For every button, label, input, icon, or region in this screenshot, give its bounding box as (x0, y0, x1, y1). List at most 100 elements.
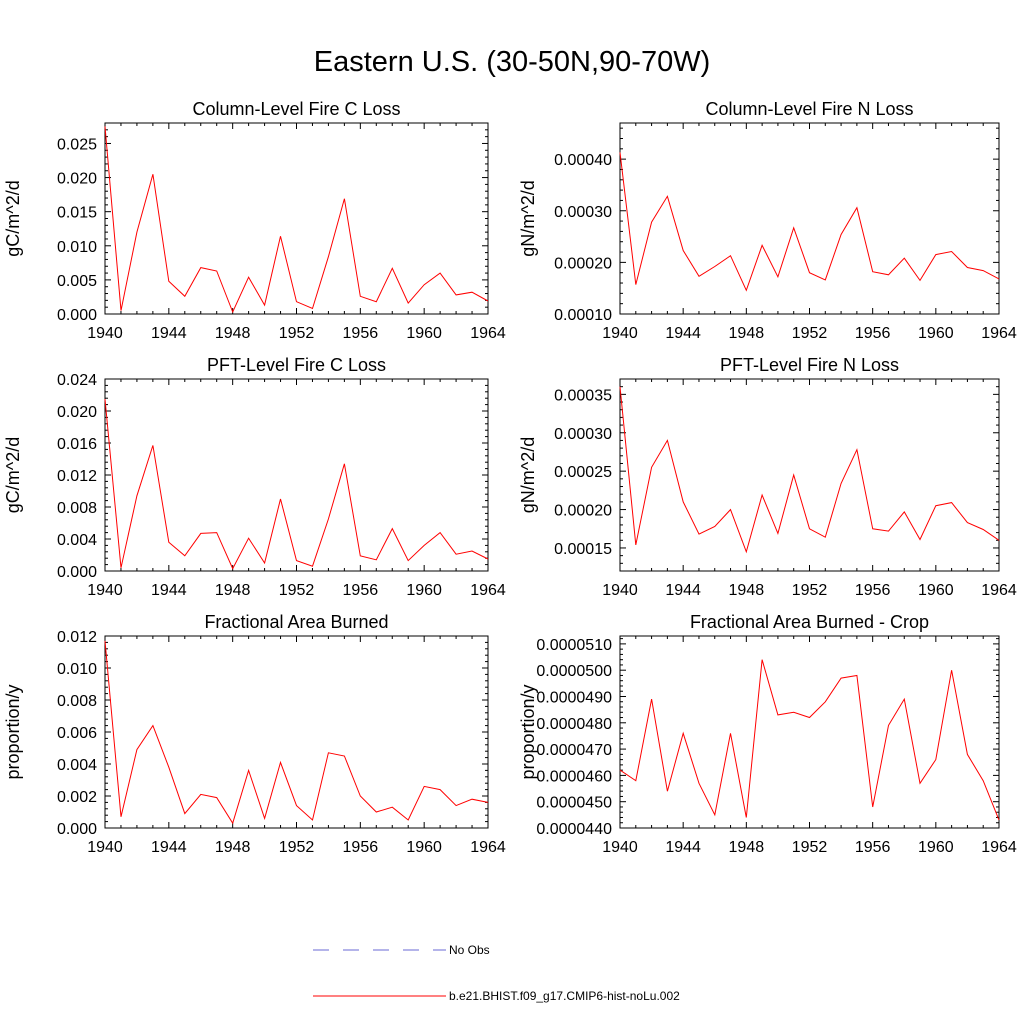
y-tick-label: 0.0000450 (536, 795, 612, 812)
y-tick-label: 0.00030 (554, 204, 612, 221)
x-tick-label: 1944 (665, 839, 701, 856)
y-tick-label: 0.012 (57, 468, 97, 485)
x-tick-label: 1948 (215, 839, 251, 856)
chart-panel-5: Fractional Area Burned proportion/y 1940 19… (3, 612, 506, 856)
x-tick-label: 1956 (343, 582, 379, 599)
series-line (104, 398, 489, 570)
y-tick-label: 0.000 (57, 821, 97, 838)
y-tick-label: 0.00035 (554, 387, 612, 404)
panel-title: PFT-Level Fire N Loss (720, 355, 899, 375)
x-tick-label: 1948 (215, 582, 251, 599)
y-tick-label: 0.015 (57, 205, 97, 222)
y-tick-label: 0.005 (57, 273, 97, 290)
y-tick-label: 0.00020 (554, 503, 612, 520)
x-tick-label: 1960 (406, 839, 442, 856)
x-tick-label: 1952 (792, 325, 828, 342)
y-tick-label: 0.00025 (554, 464, 612, 481)
legend-label-no-obs: No Obs (449, 943, 490, 957)
plot-frame (619, 635, 1000, 829)
y-tick-label: 0.004 (57, 757, 97, 774)
x-tick-label: 1956 (855, 325, 891, 342)
x-tick-label: 1952 (792, 582, 828, 599)
x-tick-label: 1964 (981, 582, 1017, 599)
plot-frame (619, 122, 1000, 315)
y-tick-label: 0.006 (57, 725, 97, 742)
y-tick-label: 0.00015 (554, 541, 612, 558)
x-tick-label: 1944 (665, 325, 701, 342)
y-tick-label: 0.0000490 (536, 689, 612, 706)
x-tick-label: 1964 (470, 839, 506, 856)
x-tick-label: 1940 (602, 582, 638, 599)
y-axis-label: gN/m^2/d (518, 437, 538, 513)
x-tick-label: 1948 (215, 325, 251, 342)
y-tick-label: 0.0000440 (536, 821, 612, 838)
y-tick-label: 0.016 (57, 436, 97, 453)
x-tick-label: 1944 (151, 582, 187, 599)
y-tick-label: 0.008 (57, 500, 97, 517)
y-tick-label: 0.000 (57, 564, 97, 581)
x-tick-label: 1956 (343, 325, 379, 342)
y-tick-label: 0.010 (57, 661, 97, 678)
chart-panel-4: PFT-Level Fire N Loss gN/m^2/d 1940 1944 194… (518, 355, 1017, 599)
x-tick-label: 1944 (151, 839, 187, 856)
x-tick-label: 1960 (918, 325, 954, 342)
y-axis-label: gC/m^2/d (3, 437, 23, 513)
panel-title: Column-Level Fire C Loss (192, 99, 400, 119)
series-line (619, 386, 1000, 554)
y-tick-label: 0.008 (57, 693, 97, 710)
y-tick-label: 0.002 (57, 789, 97, 806)
y-axis-label: proportion/y (3, 684, 23, 779)
y-tick-label: 0.0000510 (536, 637, 612, 654)
plot-frame (104, 378, 489, 572)
figure-title: Eastern U.S. (30-50N,90-70W) (313, 46, 711, 78)
chart-panel-2: Column-Level Fire N Loss gN/m^2/d 1940 1944… (518, 99, 1017, 342)
chart-panel-6: Fractional Area Burned - Crop proportion/… (518, 612, 1017, 856)
x-tick-label: 1940 (87, 325, 123, 342)
x-tick-label: 1952 (279, 839, 315, 856)
x-tick-label: 1964 (470, 582, 506, 599)
y-tick-label: 0.004 (57, 532, 97, 549)
x-tick-label: 1952 (279, 582, 315, 599)
y-tick-label: 0.0000470 (536, 742, 612, 759)
x-tick-label: 1964 (981, 325, 1017, 342)
y-tick-label: 0.010 (57, 239, 97, 256)
chart-panel-1: Column-Level Fire C Loss gC/m^2/d 1940 1944… (3, 99, 506, 342)
x-tick-label: 1940 (87, 839, 123, 856)
x-tick-label: 1956 (855, 839, 891, 856)
x-tick-label: 1956 (343, 839, 379, 856)
plot-frame (619, 378, 1000, 572)
x-tick-label: 1948 (729, 839, 765, 856)
x-tick-label: 1960 (406, 582, 442, 599)
legend-label-model: b.e21.BHIST.f09_g17.CMIP6-hist-noLu.002 (449, 989, 680, 1003)
legend: No Obs b.e21.BHIST.f09_g17.CMIP6-hist-no… (313, 943, 680, 1003)
x-tick-label: 1964 (981, 839, 1017, 856)
x-tick-label: 1960 (918, 839, 954, 856)
y-tick-label: 0.012 (57, 629, 97, 646)
y-tick-label: 0.020 (57, 404, 97, 421)
y-tick-label: 0.00030 (554, 426, 612, 443)
y-tick-label: 0.00040 (554, 152, 612, 169)
x-tick-label: 1940 (87, 582, 123, 599)
x-tick-label: 1952 (792, 839, 828, 856)
x-tick-label: 1948 (729, 325, 765, 342)
x-tick-label: 1956 (855, 582, 891, 599)
y-tick-label: 0.0000480 (536, 716, 612, 733)
x-tick-label: 1960 (918, 582, 954, 599)
y-tick-label: 0.025 (57, 136, 97, 153)
x-tick-label: 1944 (151, 325, 187, 342)
y-tick-label: 0.0000500 (536, 663, 612, 680)
panel-title: Fractional Area Burned - Crop (690, 612, 929, 632)
x-tick-label: 1940 (602, 839, 638, 856)
y-tick-label: 0.000 (57, 307, 97, 324)
x-tick-label: 1960 (406, 325, 442, 342)
chart-panels: Column-Level Fire C Loss gC/m^2/d 1940 1944… (3, 99, 1017, 856)
series-line (104, 126, 489, 314)
x-tick-label: 1944 (665, 582, 701, 599)
y-tick-label: 0.0000460 (536, 768, 612, 785)
y-tick-label: 0.024 (57, 372, 97, 389)
x-tick-label: 1948 (729, 582, 765, 599)
series-line (104, 640, 489, 825)
x-tick-label: 1940 (602, 325, 638, 342)
series-line (619, 659, 1000, 821)
